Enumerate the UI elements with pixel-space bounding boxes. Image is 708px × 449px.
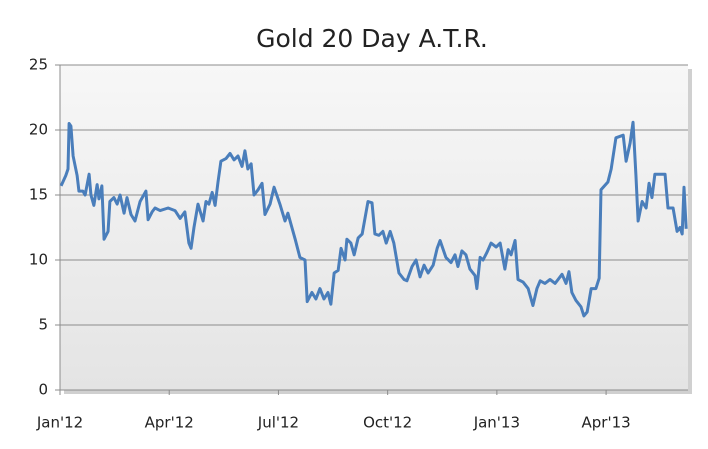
y-tick-label: 15: [29, 186, 48, 204]
y-tick-label: 0: [38, 381, 48, 399]
x-tick-label: Jan'13: [473, 414, 520, 432]
x-tick-label: Apr'13: [582, 414, 631, 432]
chart-title: Gold 20 Day A.T.R.: [256, 24, 488, 53]
x-tick-label: Oct'12: [363, 414, 412, 432]
x-tick-label: Jul'12: [257, 414, 299, 432]
x-tick-label: Apr'12: [145, 414, 194, 432]
x-tick-label: Jan'12: [36, 414, 83, 432]
y-tick-label: 10: [29, 251, 48, 269]
y-tick-label: 25: [29, 56, 48, 74]
line-series: [59, 120, 688, 318]
y-tick-label: 20: [29, 121, 48, 139]
y-tick-label: 5: [38, 316, 48, 334]
